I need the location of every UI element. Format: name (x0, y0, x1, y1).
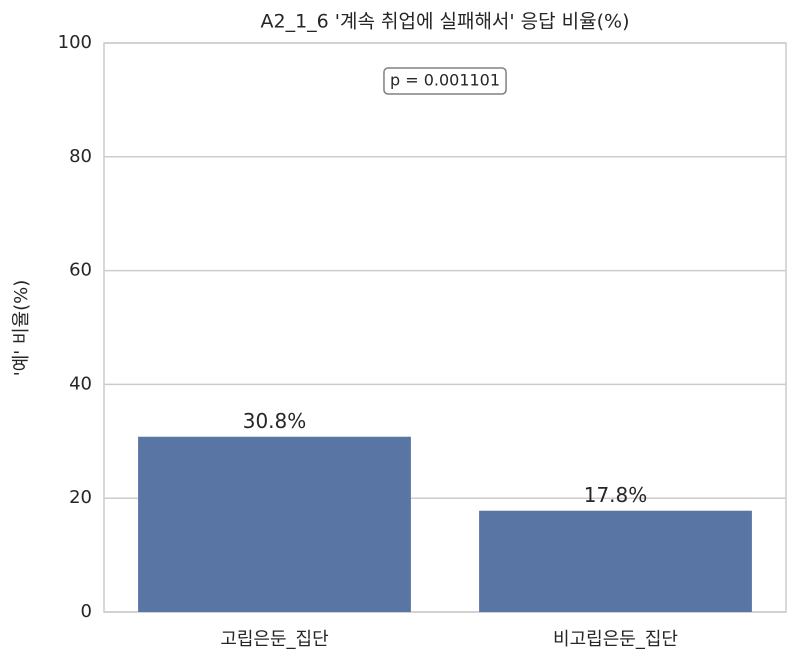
value-label: 30.8% (243, 409, 307, 433)
y-axis-label: '예' 비율(%) (11, 280, 32, 376)
bar (479, 510, 752, 612)
y-tick-label: 0 (81, 601, 92, 622)
bar (138, 436, 411, 612)
x-tick-label: 고립은둔_집단 (220, 629, 328, 650)
y-tick-label: 100 (58, 32, 92, 53)
plot-frame (103, 42, 787, 613)
value-label: 17.8% (584, 483, 648, 507)
x-tick-label: 비고립은둔_집단 (553, 629, 678, 650)
annotation-box (383, 67, 507, 95)
y-tick-label: 40 (69, 373, 92, 394)
y-tick-label: 20 (69, 487, 92, 508)
y-tick-label: 60 (69, 260, 92, 281)
y-tick-label: 80 (69, 146, 92, 167)
annotation: p = 0.001101 (390, 71, 500, 90)
chart-title: A2_1_6 '계속 취업에 실패해서' 응답 비율(%) (260, 11, 629, 33)
